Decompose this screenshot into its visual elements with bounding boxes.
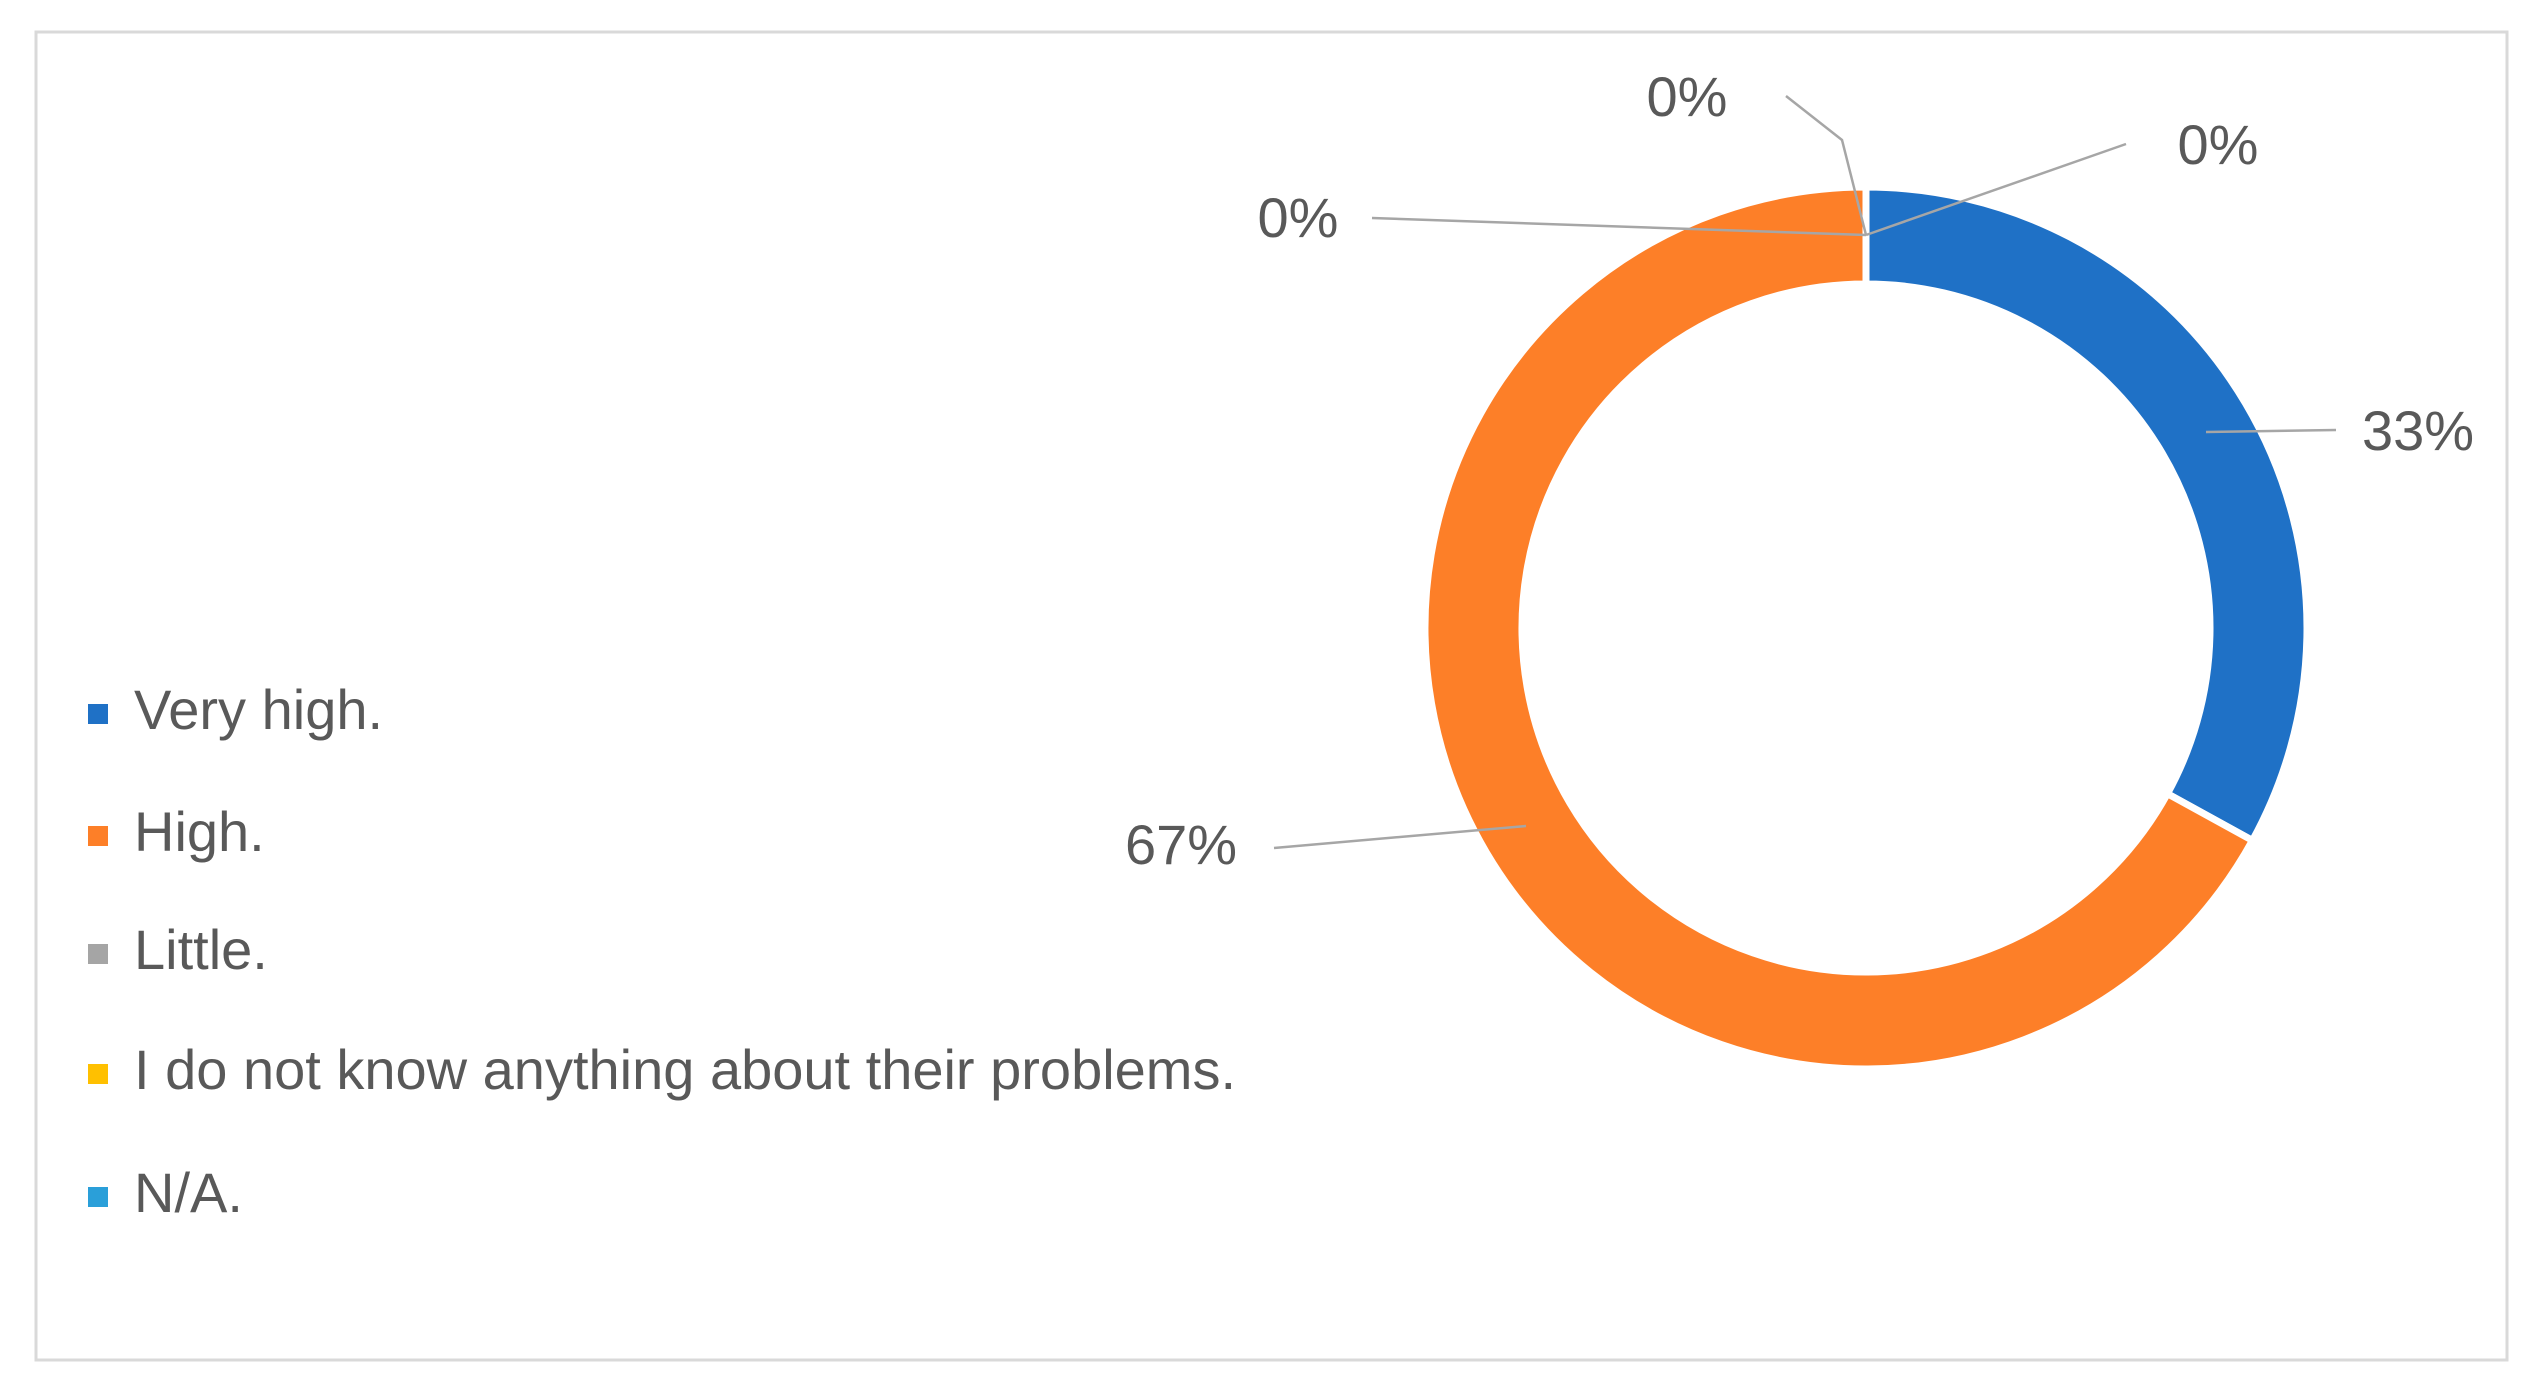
data-label: 0%	[1647, 65, 1728, 128]
legend-label: Very high.	[134, 678, 383, 741]
legend-label: N/A.	[134, 1161, 243, 1224]
leader-line	[1273, 824, 1527, 850]
legend-marker	[88, 944, 108, 964]
legend-marker	[88, 1064, 108, 1084]
leader-line	[1785, 95, 1868, 236]
data-label: 0%	[2178, 113, 2259, 176]
donut-slice	[1862, 183, 2311, 846]
data-label: 33%	[2362, 399, 2474, 462]
legend-label: I do not know anything about their probl…	[134, 1038, 1236, 1101]
leader-line	[1371, 216, 1867, 237]
leader-line	[1865, 142, 2127, 237]
legend-marker	[88, 1187, 108, 1207]
legend-label: High.	[134, 800, 265, 863]
leader-line	[2205, 428, 2337, 434]
donut-slice	[1421, 183, 2258, 1073]
legend-marker	[88, 826, 108, 846]
data-label: 67%	[1125, 813, 1237, 876]
legend-label: Little.	[134, 918, 268, 981]
data-label: 0%	[1258, 186, 1339, 249]
legend-marker	[88, 704, 108, 724]
